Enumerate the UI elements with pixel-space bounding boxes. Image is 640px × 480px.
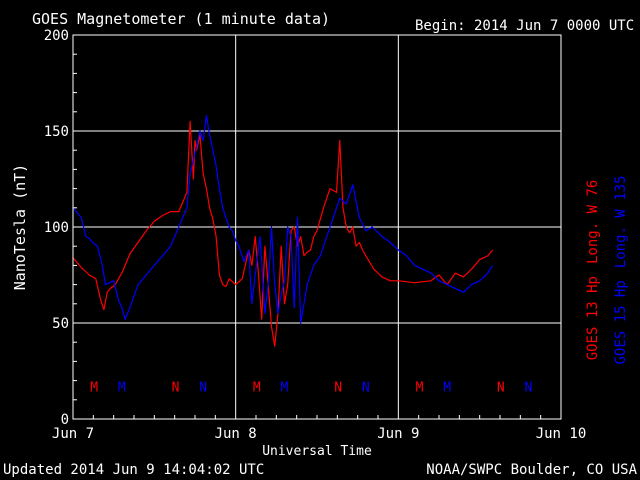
series-line-goes13 xyxy=(72,120,494,347)
event-marker-n: N xyxy=(362,380,370,395)
grid xyxy=(73,35,561,419)
updated-timestamp: Updated 2014 Jun 9 14:04:02 UTC xyxy=(3,462,264,478)
y-tick-label: 0 xyxy=(61,412,69,428)
begin-value: 2014 Jun 7 0000 UTC xyxy=(474,18,634,34)
event-marker-n: N xyxy=(172,380,180,395)
y-tick-label: 50 xyxy=(52,316,69,332)
x-tick-label: Jun 9 xyxy=(377,426,419,442)
event-marker-m: M xyxy=(281,380,289,395)
x-tick-label: Jun 10 xyxy=(536,426,587,442)
credit-text: NOAA/SWPC Boulder, CO USA xyxy=(426,462,637,478)
y-tick-label: 100 xyxy=(44,220,69,236)
y-axis-label: NanoTesla (nT) xyxy=(11,164,29,290)
plot-frame xyxy=(72,34,562,420)
event-marker-m: M xyxy=(118,380,126,395)
y-tick-label: 150 xyxy=(44,124,69,140)
event-marker-m: M xyxy=(416,380,424,395)
legend-goes13-name: GOES 13 Hp xyxy=(585,276,601,360)
legend-goes13: GOES 13 Hp Long. W 76 xyxy=(585,180,601,361)
series-line-goes15 xyxy=(72,114,494,324)
legend-goes15: GOES 15 Hp Long. W 135 xyxy=(613,175,629,364)
y-tick-label: 200 xyxy=(44,28,69,44)
axis-ticks: 0 50 100 150 200 Jun 7 Jun 8 Jun 9 Jun 10 xyxy=(44,28,587,442)
event-marker-n: N xyxy=(199,380,207,395)
event-marker-n: N xyxy=(334,380,342,395)
event-marker-n: N xyxy=(497,380,505,395)
chart-title: GOES Magnetometer (1 minute data) xyxy=(32,10,330,28)
event-marker-n: N xyxy=(525,380,533,395)
series-lines xyxy=(72,114,494,347)
event-marker-m: M xyxy=(90,380,98,395)
x-tick-label: Jun 7 xyxy=(52,426,94,442)
legend-goes13-long: Long. W 76 xyxy=(585,180,601,264)
event-marker-m: M xyxy=(443,380,451,395)
begin-label: Begin: xyxy=(415,18,466,34)
x-axis-label: Universal Time xyxy=(262,444,372,459)
legend-goes15-long: Long. W 135 xyxy=(613,175,629,268)
x-tick-label: Jun 8 xyxy=(215,426,257,442)
legend-goes15-name: GOES 15 Hp xyxy=(613,280,629,364)
event-marker-m: M xyxy=(253,380,261,395)
